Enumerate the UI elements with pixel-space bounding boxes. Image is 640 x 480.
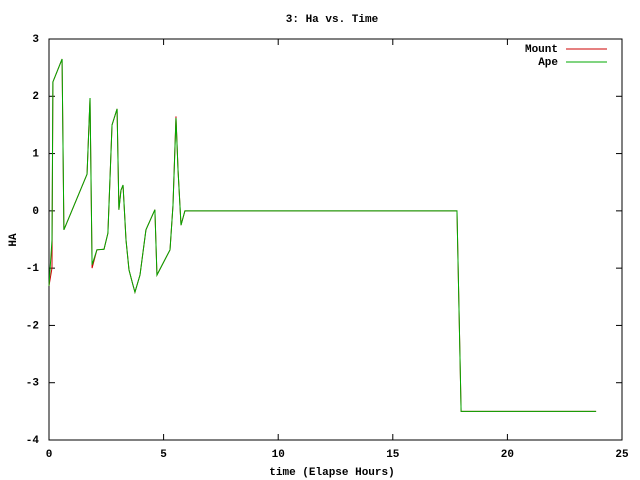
y-tick-label: 0 (32, 206, 39, 218)
y-tick-label: 2 (32, 91, 39, 103)
x-axis-label: time (Elapse Hours) (269, 467, 394, 479)
legend-label: Ape (538, 57, 558, 69)
legend-label: Mount (525, 44, 558, 56)
plot-frame (48, 38, 623, 441)
y-axis-label: HA (8, 233, 20, 247)
x-tick-label: 20 (501, 449, 514, 461)
x-tick-label: 5 (160, 449, 167, 461)
x-tick-label: 10 (272, 449, 285, 461)
series-line (48, 58, 597, 412)
y-tick-label: -1 (26, 263, 40, 275)
y-tick-label: -3 (26, 378, 40, 390)
chart-title: 3: Ha vs. Time (286, 14, 379, 26)
series-line (48, 58, 597, 412)
y-tick-label: -4 (26, 435, 40, 447)
y-tick-label: 3 (32, 34, 39, 46)
x-tick-label: 25 (615, 449, 629, 461)
x-tick-label: 0 (46, 449, 53, 461)
y-tick-label: -2 (26, 320, 39, 332)
x-tick-label: 15 (386, 449, 400, 461)
y-tick-label: 1 (32, 148, 39, 160)
